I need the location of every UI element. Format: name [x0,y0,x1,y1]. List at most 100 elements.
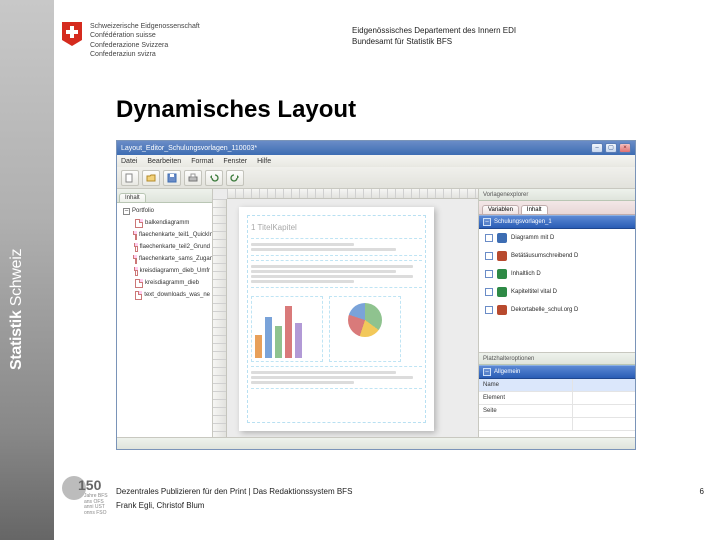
tree-item-label: flaechenkarte_teil2_Grund [140,244,210,250]
property-row[interactable]: Seite [479,405,635,418]
tree-item[interactable]: kreisdiagramm_dieb_Umfr [119,265,210,277]
tree-item-label: kreisdiagramm_dieb_Umfr [140,268,210,274]
menu-item[interactable]: Hilfe [257,158,271,165]
file-icon [135,231,137,240]
tree-item[interactable]: text_downloads_was_ne [119,289,210,301]
page-title: Dynamisches Layout [116,96,356,124]
tree-item[interactable]: flaechenkarte_teil2_Grund [119,241,210,253]
footer: 150 Jahre BFS ans OFS anni UST onns FSO … [62,470,708,520]
property-key [479,418,573,430]
page-margin-guide [247,215,426,423]
toolbar-new-button[interactable] [121,170,139,186]
property-value[interactable] [573,405,635,417]
tab-content[interactable]: Inhalt [119,193,146,202]
toolbar-open-button[interactable] [142,170,160,186]
template-explorer-header: Vorlagenexplorer [479,189,635,201]
tab-variables[interactable]: Variablen [482,205,519,214]
conf-line: Schweizerische Eidgenossenschaft [90,22,200,31]
tree-item[interactable]: balkendiagramm [119,217,210,229]
minimize-button[interactable]: – [591,143,603,153]
template-item-label: Inhaltlich D [511,271,541,277]
left-panel: Inhalt – Portfolio balkendiagramm flaech… [117,189,213,437]
collapse-icon[interactable]: – [123,208,130,215]
right-panel: Vorlagenexplorer Variablen Inhalt – Schu… [479,189,635,437]
document-page[interactable]: 1 TitelKapitel [239,207,434,431]
toolbar-save-button[interactable] [163,170,181,186]
tree-item[interactable]: flaechenkarte_teil1_QuickInfo [119,229,210,241]
property-value[interactable] [573,418,635,430]
left-tab-strip: Inhalt [117,189,212,203]
template-icon [497,287,507,297]
dept-line2: Bundesamt für Statistik BFS [352,37,516,48]
menu-item[interactable]: Datei [121,158,137,165]
template-item[interactable]: Dekortabelle_schul.org D [479,301,635,319]
logo-number: 150 [78,478,101,492]
template-icon [497,251,507,261]
checkbox[interactable] [485,306,493,314]
template-item-label: Betätäusumschreibend D [511,253,578,259]
template-item[interactable]: Diagramm mit D [479,229,635,247]
titlebar[interactable]: Layout_Editor_Schulungsvorlagen_110003* … [117,141,635,155]
footer-line1: Dezentrales Publizieren für den Print | … [116,487,352,496]
property-row[interactable]: Element [479,392,635,405]
tree-item-label: text_downloads_was_ne [144,292,210,298]
template-item-label: Kapiteltitel vital D [511,289,557,295]
toolbar [117,167,635,189]
tab-content[interactable]: Inhalt [521,205,548,214]
expand-icon[interactable]: – [483,218,491,226]
close-button[interactable]: × [619,143,631,153]
property-row[interactable] [479,418,635,431]
menu-item[interactable]: Bearbeiten [147,158,181,165]
placeholder-options: Platzhalteroptionen – Allgemein NameElem… [479,353,635,437]
file-icon [135,279,143,288]
template-item[interactable]: Kapiteltitel vital D [479,283,635,301]
brand-a: Statistik [8,310,25,370]
checkbox[interactable] [485,252,493,260]
expand-icon[interactable]: – [483,368,491,376]
tree-root-label: Portfolio [132,208,154,214]
file-icon [135,219,143,228]
file-icon [135,255,137,264]
department-block: Eidgenössisches Departement des Innern E… [352,26,516,48]
options-group-bar[interactable]: – Allgemein [479,365,635,379]
maximize-button[interactable]: ▢ [605,143,617,153]
tree-root[interactable]: – Portfolio [119,205,210,217]
canvas[interactable]: 1 TitelKapitel [213,189,479,437]
ruler-vertical [213,199,227,437]
menu-item[interactable]: Fenster [223,158,247,165]
template-group-bar[interactable]: – Schulungsvorlagen_1 [479,215,635,229]
conf-line: Confederaziun svizra [90,50,200,59]
property-row[interactable]: Name [479,379,635,392]
toolbar-redo-button[interactable] [226,170,244,186]
template-icon [497,233,507,243]
menubar: Datei Bearbeiten Format Fenster Hilfe [117,155,635,167]
checkbox[interactable] [485,270,493,278]
property-value[interactable] [573,392,635,404]
menu-item[interactable]: Format [191,158,213,165]
template-item-label: Dekortabelle_schul.org D [511,307,578,313]
template-list: Diagramm mit D Betätäusumschreibend D Inha… [479,229,635,352]
footer-authors: Frank Egli, Christof Blum [116,501,204,510]
template-item[interactable]: Inhaltlich D [479,265,635,283]
property-grid: NameElementSeite [479,379,635,437]
tree-item[interactable]: flaechenkarte_sams_Zugang [119,253,210,265]
toolbar-print-button[interactable] [184,170,202,186]
tree-item-label: kreisdiagramm_dieb [145,280,199,286]
property-value[interactable] [573,379,635,391]
left-brand-strip: Statistik Schweiz [0,0,54,540]
app-body: Inhalt – Portfolio balkendiagramm flaech… [117,189,635,437]
dept-line1: Eidgenössisches Departement des Innern E… [352,26,516,37]
logo-small-text: Jahre BFS ans OFS anni UST onns FSO [84,494,108,516]
brand-b: Schweiz [8,249,25,306]
logo-150: 150 Jahre BFS ans OFS anni UST onns FSO [62,476,108,516]
toolbar-undo-button[interactable] [205,170,223,186]
template-item-label: Diagramm mit D [511,235,554,241]
statusbar [117,437,635,449]
checkbox[interactable] [485,288,493,296]
template-item[interactable]: Betätäusumschreibend D [479,247,635,265]
tree-item-label: balkendiagramm [145,220,189,226]
checkbox[interactable] [485,234,493,242]
template-group-label: Schulungsvorlagen_1 [494,219,552,225]
ruler-horizontal [227,189,478,199]
tree-item[interactable]: kreisdiagramm_dieb [119,277,210,289]
